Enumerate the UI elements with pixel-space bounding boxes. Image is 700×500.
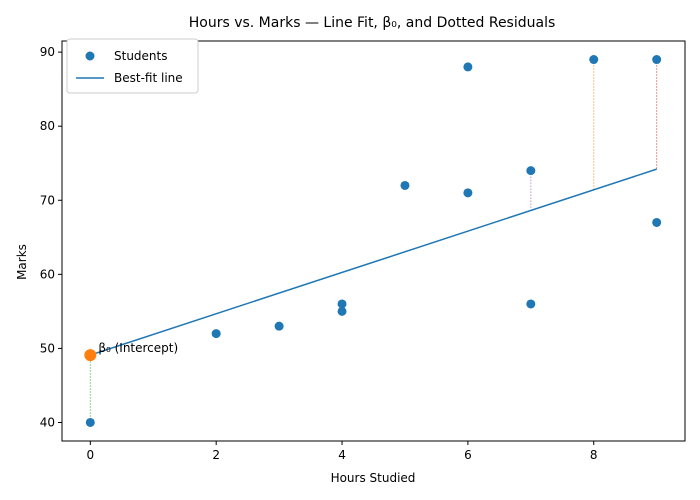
data-point <box>652 55 662 65</box>
x-axis-label: Hours Studied <box>331 471 416 485</box>
data-point <box>463 188 473 198</box>
legend-box <box>66 38 199 94</box>
legend-students-marker <box>85 51 95 61</box>
data-point <box>526 299 536 309</box>
axes-frame <box>61 40 686 442</box>
x-tick-label: 2 <box>212 448 220 462</box>
x-tick-label: 0 <box>86 448 94 462</box>
x-tick-label: 8 <box>590 448 598 462</box>
axes: 0 2 4 6 8 40 50 60 70 80 90 <box>40 40 686 462</box>
data-point <box>85 417 95 427</box>
y-axis-label: Marks <box>15 244 29 280</box>
data-point <box>526 166 536 176</box>
data-point <box>337 306 347 316</box>
intercept-label: β₀ (Intercept) <box>98 341 178 355</box>
chart-title: Hours vs. Marks — Line Fit, β₀, and Dott… <box>189 15 556 31</box>
plot-area: β₀ (Intercept) <box>84 55 662 427</box>
data-point <box>463 62 473 72</box>
best-fit-line <box>90 168 657 356</box>
y-tick-label: 80 <box>40 119 55 133</box>
y-tick-label: 70 <box>40 193 55 207</box>
y-tick-label: 60 <box>40 267 55 281</box>
legend-best-fit-label: Best-fit line <box>114 71 183 85</box>
legend: Students Best-fit line <box>66 38 199 94</box>
legend-students-label: Students <box>114 49 168 63</box>
y-tick-label: 90 <box>40 45 55 59</box>
y-tick-label: 50 <box>40 341 55 355</box>
intercept-marker <box>84 349 97 362</box>
x-tick-label: 6 <box>464 448 472 462</box>
data-point <box>652 217 662 227</box>
data-point <box>211 329 221 339</box>
data-point <box>589 55 599 65</box>
data-point <box>274 321 284 331</box>
y-tick-label: 40 <box>40 415 55 429</box>
x-tick-label: 4 <box>338 448 346 462</box>
data-point <box>337 299 347 309</box>
data-point <box>400 180 410 190</box>
